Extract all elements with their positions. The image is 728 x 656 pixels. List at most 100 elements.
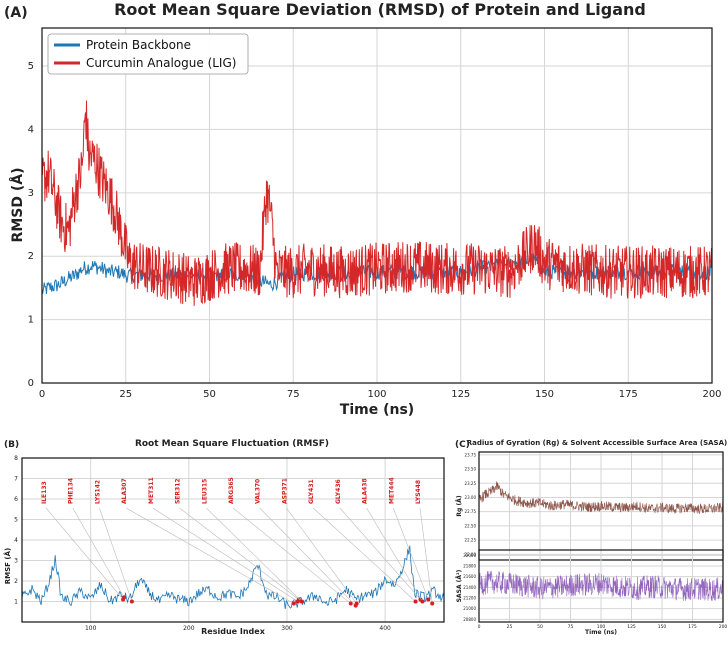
rmsd-x-tick-label: 100: [367, 389, 386, 400]
residue-label: ALA307: [121, 478, 128, 504]
residue-leader-line: [286, 507, 357, 604]
rmsf-y-tick-label: 6: [14, 496, 18, 503]
rg-sasa-x-tick-label: 0: [478, 624, 481, 630]
panel-a-letter: (A): [4, 5, 28, 21]
residue-marker: [299, 599, 304, 604]
rmsf-residue-annotations: ILE133 PHE134 LYS142 ALA307 MET311 SER312 LEU3…: [41, 477, 435, 608]
rmsf-chart: (B) Root Mean Square Fluctuation (RMSF) …: [3, 439, 445, 636]
rg-sasa-x-tick-label: 25: [507, 624, 513, 630]
residue-leader-line: [152, 507, 298, 602]
rmsd-x-tick-label: 200: [702, 389, 721, 400]
rg-sasa-x-tick-label: 125: [627, 624, 636, 630]
residue-leader-line: [72, 507, 125, 598]
rg-sasa-y-tick-label: 21400: [463, 585, 476, 590]
residue-leader-line: [419, 507, 433, 604]
rg-sasa-y-tick-label: 23.75: [465, 452, 477, 457]
rg-sasa-y-tick-label: 21800: [463, 564, 476, 569]
rmsf-x-tick-label: 200: [183, 625, 195, 632]
rg-sasa-y-tick-label: 22.00: [465, 552, 477, 557]
rg-sasa-y-tick-label: 23.00: [465, 495, 477, 500]
panel-c-letter: (C): [455, 440, 470, 450]
rmsf-y-tick-label: 1: [14, 599, 18, 606]
rg-sasa-line: [478, 570, 724, 601]
rmsd-x-tick-label: 125: [451, 389, 470, 400]
residue-leader-line: [393, 507, 429, 600]
rmsf-x-ticks: 100 200 300 400: [85, 625, 391, 632]
rg-sasa-y-tick-label: 22000: [463, 553, 476, 558]
rmsd-y-tick-label: 5: [28, 61, 34, 72]
residue-label: LYS142: [94, 480, 101, 504]
residue-marker: [430, 601, 435, 606]
residue-leader-line: [339, 507, 421, 600]
sasa-plot-frame: [478, 549, 724, 623]
rmsd-x-tick-label: 0: [39, 389, 45, 400]
residue-label: ASP371: [281, 478, 288, 504]
rmsf-series: [21, 545, 445, 609]
rmsd-y-tick-label: 4: [28, 124, 34, 135]
rmsf-x-tick-label: 300: [281, 625, 293, 632]
rg-sasa-x-tick-label: 50: [537, 624, 543, 630]
residue-marker: [296, 597, 301, 602]
rmsd-y-axis-label: RMSD (Å): [9, 168, 26, 243]
rg-sasa-x-tick-label: 200: [719, 624, 728, 630]
rg-series: [478, 481, 724, 515]
residue-leader-line: [125, 507, 294, 604]
residue-label: SER312: [175, 478, 182, 504]
rg-sasa-x-tick-label: 75: [568, 624, 574, 630]
rmsd-y-ticks: 0 1 2 3 4 5: [28, 61, 34, 389]
rg-sasa-y-tick-label: 22.25: [465, 538, 477, 543]
rmsd-chart: (A) Root Mean Square Deviation (RMSD) of…: [4, 0, 722, 418]
residue-marker: [426, 597, 431, 602]
rmsf-line: [21, 545, 445, 609]
panel-b-letter: (B): [4, 440, 19, 450]
sasa-y-ticks: 20800 21000 21200 21400 21600 21800 22000: [463, 553, 476, 622]
residue-label: LYS448: [415, 480, 422, 504]
rg-y-ticks: 22.00 22.25 22.50 22.75 23.00 23.25 23.50 23.75: [465, 452, 477, 556]
rmsd-chart-title: Root Mean Square Deviation (RMSD) of Pro…: [114, 0, 646, 19]
rg-sasa-x-tick-label: 100: [597, 624, 606, 630]
rg-sasa-chart-title: Radius of Gyration (Rg) & Solvent Access…: [467, 439, 727, 447]
residue-leader-line: [232, 507, 351, 604]
rmsd-grid: [41, 28, 713, 384]
residue-label: ARG365: [228, 477, 235, 504]
rg-sasa-x-tick-label: 150: [658, 624, 667, 630]
residue-label: LEU315: [201, 479, 208, 504]
rmsf-y-tick-label: 3: [14, 558, 18, 565]
rmsf-y-axis-label: RMSF (Å): [3, 548, 12, 584]
residue-leader-line: [179, 507, 299, 600]
rmsd-x-axis-label: Time (ns): [340, 402, 414, 418]
rg-sasa-y-tick-label: 20800: [463, 617, 476, 622]
rmsd-y-tick-label: 3: [28, 188, 34, 199]
rmsf-chart-title: Root Mean Square Fluctuation (RMSF): [135, 439, 329, 449]
ligand-line: [41, 100, 713, 306]
rg-sasa-x-tick-label: 175: [688, 624, 697, 630]
legend-protein-label: Protein Backbone: [86, 38, 191, 52]
rg-y-axis-label: Rg (Å): [456, 495, 463, 516]
legend-ligand-label: Curcumin Analogue (LIG): [86, 56, 236, 70]
residue-label: VAL370: [255, 479, 262, 504]
rmsd-x-tick-label: 175: [619, 389, 638, 400]
rg-sasa-y-tick-label: 23.50: [465, 467, 477, 472]
rmsd-x-tick-label: 50: [203, 389, 216, 400]
residue-leader-line: [366, 507, 423, 602]
residue-label: GLY431: [308, 479, 315, 504]
residue-leader-line: [259, 507, 356, 606]
residue-label: GLY436: [335, 479, 342, 504]
sasa-series: [478, 570, 724, 601]
rmsd-y-tick-label: 1: [28, 315, 34, 326]
rmsf-y-tick-label: 4: [14, 537, 18, 544]
rg-sasa-y-tick-label: 21200: [463, 596, 476, 601]
residue-leader-line: [206, 507, 302, 602]
rg-sasa-y-tick-label: 23.25: [465, 481, 477, 486]
residue-marker: [291, 601, 296, 606]
rg-sasa-chart: (C) Radius of Gyration (Rg) & Solvent Ac…: [455, 439, 728, 636]
sasa-x-ticks: 0 25 50 75 100 125 150 175 200: [478, 624, 728, 630]
rmsd-y-tick-label: 2: [28, 251, 34, 262]
rmsd-y-tick-label: 0: [28, 378, 34, 389]
rg-sasa-y-tick-label: 21600: [463, 574, 476, 579]
rmsf-y-tick-label: 8: [14, 455, 18, 462]
rg-sasa-y-tick-label: 22.50: [465, 523, 477, 528]
residue-leader-line: [45, 507, 124, 600]
residue-label: ILE133: [41, 481, 48, 504]
rg-sasa-y-tick-label: 21000: [463, 606, 476, 611]
